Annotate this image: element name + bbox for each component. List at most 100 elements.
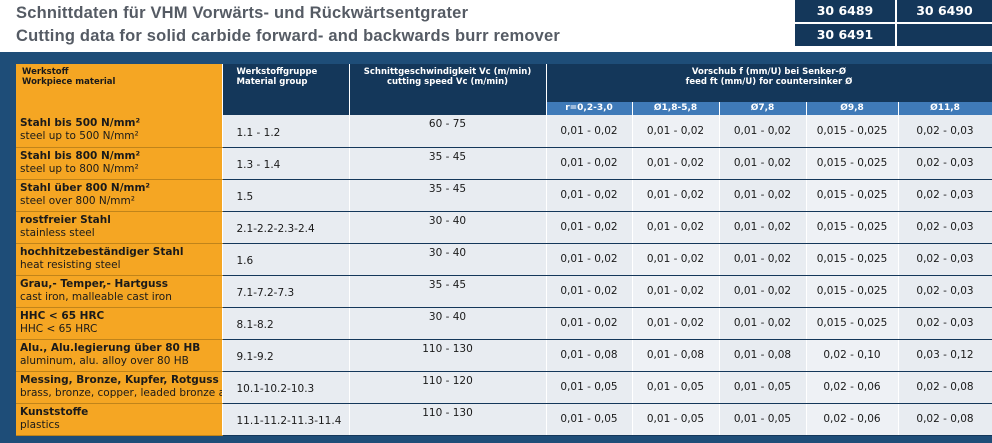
header-feed: Vorschub f (mm/U) bei Senker-Ø feed ft (… [546, 64, 992, 102]
material-name-en: steel up to 500 N/mm² [20, 130, 139, 142]
feed-cell: 0,01 - 0,02 [546, 211, 633, 244]
header-material-en: Workpiece material [22, 77, 116, 87]
feed-col-header: Ø7,8 [719, 102, 807, 115]
feed-cell: 0,01 - 0,02 [632, 179, 720, 212]
feed-cell: 0,01 - 0,05 [546, 403, 633, 436]
feed-cell: 0,01 - 0,02 [632, 147, 720, 180]
material-name-en: aluminum, alu. alloy over 80 HB [20, 354, 189, 367]
feed-cell: 0,01 - 0,02 [546, 147, 633, 180]
feed-cell: 0,01 - 0,08 [546, 339, 633, 372]
material-group-cell: 7.1-7.2-7.3 [222, 275, 350, 308]
feed-cell: 0,01 - 0,02 [632, 243, 720, 276]
feed-cell: 0,02 - 0,03 [898, 275, 992, 308]
feed-cell: 0,01 - 0,02 [632, 275, 720, 308]
feed-col-header: Ø11,8 [898, 102, 992, 115]
feed-cell: 0,01 - 0,02 [719, 147, 807, 180]
material-group-cell: 11.1-11.2-11.3-11.4 [222, 403, 350, 436]
header-material: Werkstoff Workpiece material [16, 64, 223, 115]
feed-cell: 0,01 - 0,02 [632, 307, 720, 340]
material-name-en: stainless steel [20, 226, 95, 239]
feed-cell: 0,015 - 0,025 [806, 211, 899, 244]
feed-cell: 0,01 - 0,02 [719, 115, 807, 148]
material-group-cell: 2.1-2.2-2.3-2.4 [222, 211, 350, 244]
cutting-speed-cell: 110 - 130 [349, 403, 547, 436]
feed-cell: 0,01 - 0,02 [719, 211, 807, 244]
material-name-de: HHC < 65 HRC [20, 309, 105, 322]
material-name-de: Messing, Bronze, Kupfer, Rotguss [20, 373, 219, 386]
material-group-cell: 10.1-10.2-10.3 [222, 371, 350, 404]
material-name-en: HHC < 65 HRC [20, 322, 98, 335]
header-group: Werkstoffgruppe Material group [222, 64, 350, 115]
material-name-de: hochhitzebeständiger Stahl [20, 245, 184, 258]
feed-cell: 0,01 - 0,02 [719, 243, 807, 276]
feed-cell: 0,01 - 0,02 [546, 115, 633, 148]
feed-cell: 0,01 - 0,05 [632, 403, 720, 436]
material-name-en: heat resisting steel [20, 258, 121, 271]
feed-cell: 0,01 - 0,02 [719, 275, 807, 308]
header-speed: Schnittgeschwindigkeit Vc (m/min) cuttin… [349, 64, 547, 115]
feed-cell: 0,02 - 0,03 [898, 115, 992, 148]
material-name-de: Stahl bis 500 N/mm² [20, 117, 141, 129]
material-group-cell: 1.3 - 1.4 [222, 147, 350, 180]
feed-cell: 0,02 - 0,06 [806, 371, 899, 404]
cutting-speed-cell: 60 - 75 [349, 115, 547, 148]
article-number: 30 6490 [897, 0, 992, 22]
feed-col-header: r=0,2-3,0 [546, 102, 633, 115]
table-row: Messing, Bronze, Kupfer, Rotguss brass, b… [16, 371, 992, 404]
feed-cell: 0,01 - 0,02 [546, 179, 633, 212]
material-cell: HHC < 65 HRC HHC < 65 HRC [16, 307, 223, 340]
article-number: 30 6491 [795, 24, 895, 46]
table-row: HHC < 65 HRC HHC < 65 HRC 8.1-8.2 30 - 40 0,… [16, 307, 992, 340]
table-row: rostfreier Stahl stainless steel 2.1-2.2-2… [16, 211, 992, 244]
cutting-data-table: Werkstoff Workpiece material Werkstoffgr… [16, 64, 992, 436]
feed-cell: 0,02 - 0,10 [806, 339, 899, 372]
feed-cell: 0,015 - 0,025 [806, 307, 899, 340]
material-cell: Stahl über 800 N/mm² steel over 800 N/mm² [16, 179, 223, 212]
material-cell: Alu., Alu.legierung über 80 HB aluminum, … [16, 339, 223, 372]
cutting-speed-cell: 35 - 45 [349, 179, 547, 212]
feed-cell: 0,02 - 0,03 [898, 179, 992, 212]
feed-cell: 0,01 - 0,02 [546, 275, 633, 308]
table-row: Stahl über 800 N/mm² steel over 800 N/mm²… [16, 179, 992, 212]
feed-cell: 0,01 - 0,02 [719, 307, 807, 340]
header-speed-de: Schnittgeschwindigkeit Vc (m/min) [363, 67, 532, 77]
feed-cell: 0,03 - 0,12 [898, 339, 992, 372]
feed-cell: 0,02 - 0,08 [898, 371, 992, 404]
feed-cell: 0,01 - 0,02 [546, 307, 633, 340]
cutting-speed-cell: 35 - 45 [349, 275, 547, 308]
feed-cell: 0,02 - 0,03 [898, 307, 992, 340]
feed-cell: 0,02 - 0,03 [898, 211, 992, 244]
feed-cell: 0,02 - 0,06 [806, 403, 899, 436]
feed-cell: 0,02 - 0,03 [898, 147, 992, 180]
header-feed-en: feed ft (mm/U) for countersinker Ø [685, 77, 853, 87]
material-group-cell: 1.6 [222, 243, 350, 276]
header-group-de: Werkstoffgruppe [236, 67, 318, 77]
material-cell: Grau,- Temper,- Hartguss cast iron, malle… [16, 275, 223, 308]
material-cell: Stahl bis 500 N/mm² steel up to 500 N/mm² [16, 115, 223, 148]
material-name-en: plastics [20, 418, 60, 431]
material-cell: Stahl bis 800 N/mm² steel up to 800 N/mm² [16, 147, 223, 180]
material-name-de: Stahl bis 800 N/mm² [20, 149, 141, 162]
table-row: Alu., Alu.legierung über 80 HB aluminum, … [16, 339, 992, 372]
material-name-de: rostfreier Stahl [20, 213, 111, 226]
feed-col-header: Ø1,8-5,8 [632, 102, 720, 115]
material-cell: Messing, Bronze, Kupfer, Rotguss brass, b… [16, 371, 223, 404]
material-group-cell: 9.1-9.2 [222, 339, 350, 372]
material-group-cell: 1.5 [222, 179, 350, 212]
material-name-de: Alu., Alu.legierung über 80 HB [20, 341, 201, 354]
material-cell: rostfreier Stahl stainless steel [16, 211, 223, 244]
cutting-speed-cell: 30 - 40 [349, 211, 547, 244]
table-row: Stahl bis 800 N/mm² steel up to 800 N/mm²… [16, 147, 992, 180]
header-material-de: Werkstoff [22, 67, 69, 77]
cutting-speed-cell: 110 - 120 [349, 371, 547, 404]
feed-cell: 0,015 - 0,025 [806, 179, 899, 212]
title-block: Schnittdaten für VHM Vorwärts- und Rückw… [16, 2, 776, 47]
material-name-en: cast iron, malleable cast iron [20, 290, 172, 303]
cutting-speed-cell: 35 - 45 [349, 147, 547, 180]
table-row: Kunststoffe plastics 11.1-11.2-11.3-11.4 11… [16, 403, 992, 436]
material-name-de: Kunststoffe [20, 405, 89, 418]
feed-cell: 0,01 - 0,02 [546, 243, 633, 276]
feed-cell: 0,01 - 0,02 [719, 179, 807, 212]
table-header-row: Werkstoff Workpiece material Werkstoffgr… [16, 64, 992, 115]
feed-cell: 0,01 - 0,05 [719, 403, 807, 436]
